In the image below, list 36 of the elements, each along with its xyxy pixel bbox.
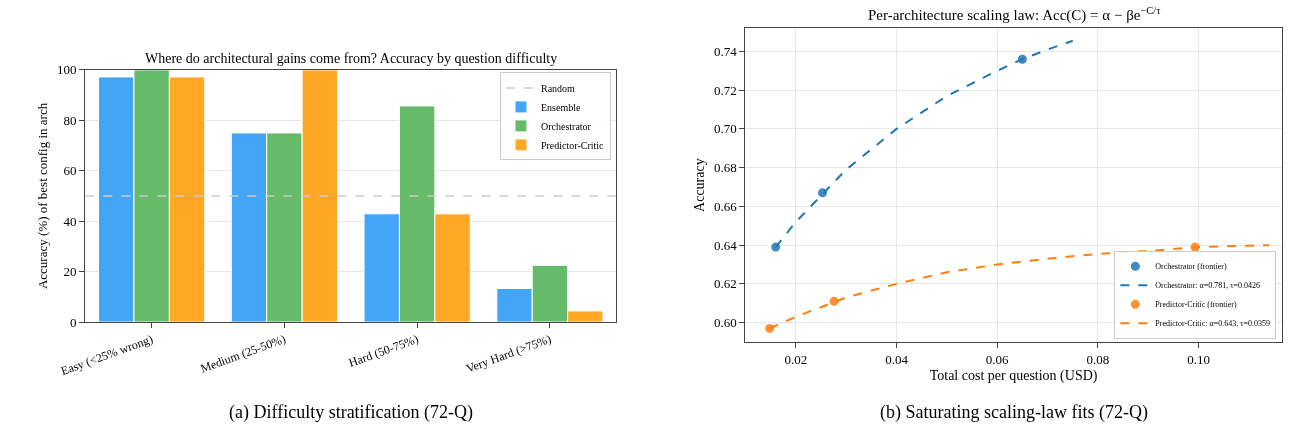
y-tick-label: 0.70 [714, 121, 737, 137]
x-tick-label: 0.06 [985, 351, 1010, 367]
y-tick-label: 0.74 [714, 44, 738, 59]
y-tick-label: 0.72 [714, 82, 737, 98]
y-tick-label: 0.64 [714, 237, 738, 253]
text: (a) Difficulty stratification (72-Q) [229, 402, 474, 423]
text: (b) Saturating scaling-law fits (72-Q) [880, 402, 1148, 423]
y-tick-label: 0 [70, 314, 77, 330]
y-tick-label: 100 [57, 62, 77, 78]
legend-label: Orchestrator: α=0.781, τ=0.0426 [1155, 281, 1260, 291]
legend-label: Ensemble [540, 101, 581, 113]
chart-title: Per-architecture scaling law: Acc(C) = α − βe$^{−C/τ}$ [868, 5, 1161, 25]
legend-label: Orchestrator [540, 120, 592, 132]
x-tick-label: 0.04 [885, 351, 909, 367]
legend-label: Orchestrator (frontier) [1155, 262, 1227, 272]
y-tick-label: 20 [63, 264, 77, 280]
chart-title: Where do architectural gains come from? Accuracy by question difficulty [145, 51, 558, 66]
x-axis-title: Total cost per question (USD) [929, 367, 1098, 384]
y-tick-label: 0.68 [714, 160, 737, 176]
y-tick-label: 40 [63, 213, 77, 229]
legend-label: Predictor-Critic [540, 139, 605, 151]
legend-label: Random [540, 82, 576, 94]
y-tick-label: 0.66 [714, 198, 738, 214]
x-tick-label: 0.08 [1086, 351, 1110, 367]
point [829, 296, 839, 306]
x-tick-label: 0.10 [1187, 351, 1210, 367]
y-tick-label: 80 [63, 112, 77, 128]
y-tick-label: 60 [63, 163, 77, 179]
y-tick-label: 0.62 [714, 276, 737, 292]
y-axis-title: Accuracy (%) of best config in arch [35, 102, 51, 290]
x-tick-label: 0.02 [784, 351, 808, 367]
legend-label: Predictor-Critic (frontier) [1155, 300, 1237, 310]
y-axis-title: Accuracy [691, 158, 707, 212]
x-tick-label: Easy (<25% wrong) [59, 331, 155, 379]
y-tick-label: 0.60 [714, 315, 737, 331]
legend-label: Predictor-Critic: α=0.643, τ=0.0359 [1155, 319, 1271, 329]
